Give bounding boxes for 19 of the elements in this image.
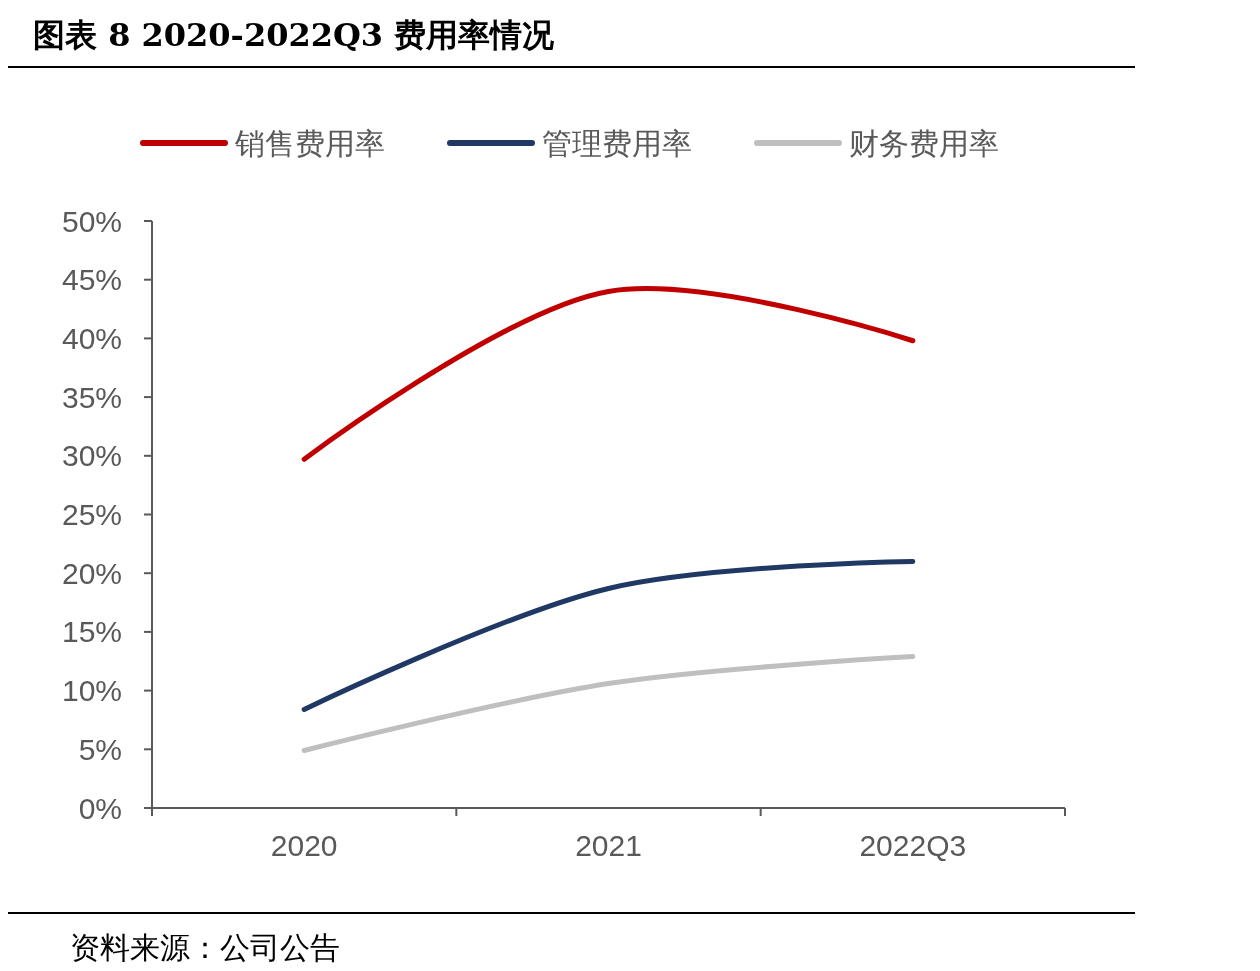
chart-title: 图表 8 2020-2022Q3 费用率情况	[33, 16, 556, 54]
x-tick-label: 2022Q3	[859, 829, 967, 862]
legend-label: 销售费用率	[234, 125, 385, 161]
y-tick-label: 15%	[61, 615, 122, 649]
y-tick-label: 25%	[61, 498, 122, 531]
y-tick-label: 0%	[78, 791, 122, 825]
y-tick-label: 20%	[61, 556, 122, 590]
x-tick-label: 2021	[575, 829, 642, 862]
y-tick-label: 50%	[61, 204, 122, 238]
legend-label: 管理费用率	[542, 125, 692, 161]
y-tick-label: 40%	[61, 321, 122, 355]
y-tick-label: 10%	[61, 674, 122, 708]
y-tick-label: 45%	[61, 263, 122, 297]
y-tick-label: 35%	[61, 380, 122, 414]
legend-label: 财务费用率	[849, 125, 999, 161]
text: 资料来源：公司公告	[70, 930, 340, 965]
x-tick-label: 2020	[270, 829, 338, 862]
y-tick-label: 5%	[78, 732, 122, 766]
y-tick-label: 30%	[61, 439, 122, 473]
